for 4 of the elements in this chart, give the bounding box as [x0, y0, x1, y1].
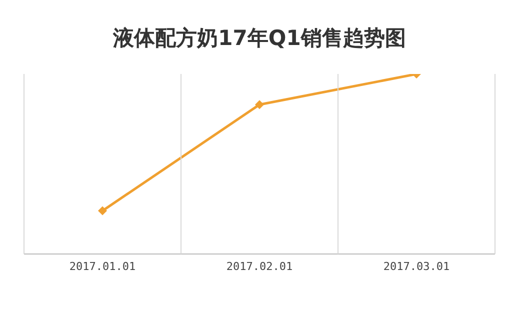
chart-title: 液体配方奶17年Q1销售趋势图 [112, 25, 407, 52]
x-tick-label: 2017.02.01 [226, 260, 293, 273]
x-tick-label: 2017.03.01 [383, 260, 450, 273]
x-tick-label: 2017.01.01 [69, 260, 136, 273]
